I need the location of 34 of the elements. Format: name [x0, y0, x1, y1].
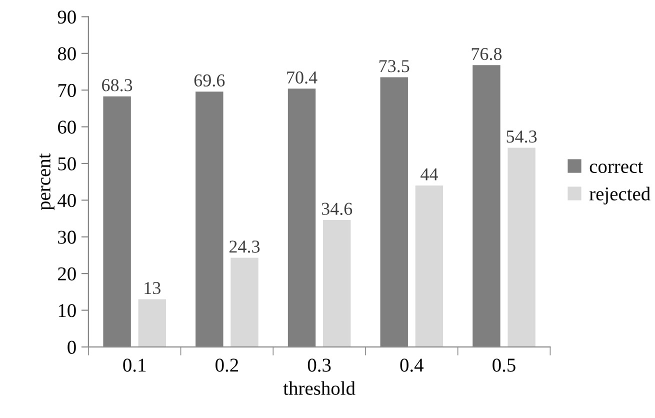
y-tick-label: 90	[58, 10, 76, 24]
y-tick-label: 30	[58, 230, 76, 244]
bar	[415, 186, 444, 347]
bar	[138, 299, 166, 347]
data-label: 73.5	[380, 60, 410, 72]
y-tick-label: 50	[58, 157, 76, 170]
y-tick-label: 80	[58, 47, 76, 60]
data-label: 24.3	[230, 240, 260, 253]
x-tick-label: 0.5	[492, 358, 516, 372]
y-tick-label: 40	[58, 194, 76, 208]
data-label: 44	[420, 168, 438, 180]
data-label: 69.6	[194, 74, 225, 87]
y-tick-label: 0	[68, 340, 76, 354]
y-axis-title: percent	[39, 153, 54, 210]
y-tick-label: 20	[58, 267, 76, 280]
data-label: 13	[144, 282, 160, 294]
x-axis-title: threshold	[283, 381, 356, 395]
y-tick-label: 10	[58, 304, 76, 318]
legend-label: rejected	[589, 186, 650, 204]
x-tick-label: 0.1	[123, 358, 146, 372]
y-tick-label: 60	[58, 120, 76, 134]
data-label: 34.6	[322, 202, 352, 216]
data-label: 76.8	[472, 48, 502, 60]
x-tick-label: 0.2	[216, 358, 238, 372]
bar	[508, 148, 536, 347]
data-label: 54.3	[506, 130, 537, 143]
bar	[230, 258, 258, 347]
x-tick-label: 0.4	[400, 358, 424, 372]
data-label: 68.3	[102, 79, 132, 92]
y-tick-label: 70	[58, 84, 76, 98]
bar	[323, 220, 351, 347]
x-tick-label: 0.3	[308, 358, 331, 372]
data-label: 70.4	[287, 71, 318, 84]
legend-label: correct	[590, 162, 643, 174]
